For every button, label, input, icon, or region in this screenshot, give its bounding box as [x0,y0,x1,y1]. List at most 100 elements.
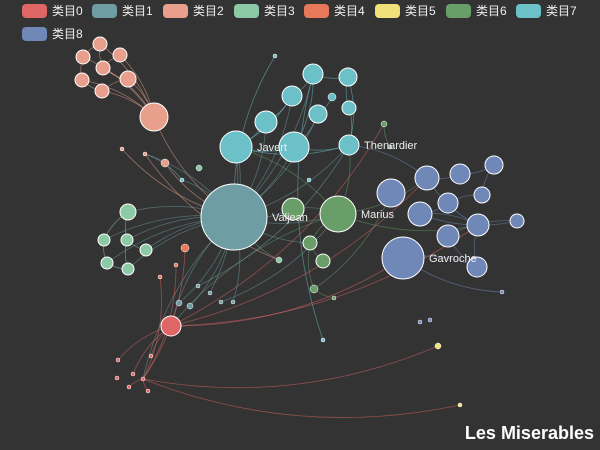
graph-node[interactable] [148,353,154,359]
graph-node[interactable] [145,388,151,394]
graph-node[interactable] [139,243,153,257]
legend-item-5[interactable]: 类目5 [375,4,436,18]
legend-item-0[interactable]: 类目0 [22,4,83,18]
graph-node[interactable] [315,253,331,269]
graph-node[interactable] [306,177,312,183]
legend-item-2[interactable]: 类目2 [163,4,224,18]
graph-node[interactable] [175,299,183,307]
graph-node[interactable] [302,235,318,251]
graph-node[interactable] [407,201,433,227]
graph-edge [142,345,439,389]
legend-item-6[interactable]: 类目6 [446,4,507,18]
graph-node[interactable] [97,233,111,247]
graph-node[interactable] [275,256,283,264]
graph-node[interactable] [457,402,463,408]
graph-node[interactable] [427,317,433,323]
legend-swatch [22,27,47,41]
graph-node[interactable] [436,224,460,248]
legend-swatch [304,4,329,18]
graph-node[interactable] [381,236,425,280]
graph-node[interactable] [142,151,148,157]
legend-item-1[interactable]: 类目1 [92,4,153,18]
graph-node[interactable] [173,262,179,268]
graph-node[interactable] [484,155,504,175]
graph-node[interactable] [75,49,91,65]
graph-node[interactable] [331,295,337,301]
node-labels: Valjean Javert Thenardier Marius Gavroche [257,140,477,265]
graph-node[interactable] [341,100,357,116]
graph-node[interactable] [376,178,406,208]
graph-node[interactable] [302,63,324,85]
legend-item-8[interactable]: 类目8 [22,27,83,41]
graph-node[interactable] [281,85,303,107]
graph-node[interactable] [218,299,224,305]
graph-node[interactable] [499,289,505,295]
graph-node[interactable] [121,262,135,276]
graph-node[interactable] [160,158,170,168]
graph-node[interactable] [200,183,268,251]
graph-node[interactable] [100,256,114,270]
graph-node[interactable] [112,47,128,63]
legend-label: 类目7 [546,4,577,18]
graph-node[interactable] [139,102,169,132]
graph-node[interactable] [254,110,278,134]
graph-node[interactable] [115,357,121,363]
graph-node[interactable] [320,337,326,343]
graph-node[interactable] [272,53,278,59]
graph-node[interactable] [509,213,525,229]
legend-label: 类目5 [405,4,436,18]
graph-node[interactable] [180,243,190,253]
graph-node[interactable] [195,283,201,289]
graph-node[interactable] [119,70,137,88]
graph-node[interactable] [338,134,360,156]
graph-node[interactable] [140,376,146,382]
legend-swatch [446,4,471,18]
graph-node[interactable] [95,60,111,76]
graph-node[interactable] [308,104,328,124]
legend-swatch [234,4,259,18]
graph-node[interactable] [195,164,203,172]
graph-node[interactable] [466,213,490,237]
graph-node[interactable] [437,192,459,214]
graph-node[interactable] [74,72,90,88]
graph-node[interactable] [130,371,136,377]
graph-node[interactable] [387,144,393,150]
graph-node[interactable] [417,319,423,325]
node-label: Thenardier [364,140,418,152]
legend-label: 类目3 [264,4,295,18]
graph-node[interactable] [120,233,134,247]
graph-node[interactable] [179,177,185,183]
graph-node[interactable] [466,256,488,278]
graph-node[interactable] [473,186,491,204]
graph-node[interactable] [230,299,236,305]
graph-node[interactable] [319,195,357,233]
graph-edge [170,257,404,327]
graph-node[interactable] [114,375,120,381]
graph-node[interactable] [160,315,182,337]
graph-edge [142,378,461,418]
graph-node[interactable] [380,120,388,128]
graph-node[interactable] [281,197,305,221]
graph-node[interactable] [186,302,194,310]
graph-node[interactable] [278,131,310,163]
graph-node[interactable] [126,384,132,390]
graph-node[interactable] [327,92,337,102]
graph-node[interactable] [414,165,440,191]
graph-node[interactable] [94,83,110,99]
graph-node[interactable] [119,146,125,152]
graph-edge [170,177,428,327]
graph-node[interactable] [219,130,253,164]
graph-node[interactable] [119,203,137,221]
graph-node[interactable] [434,342,442,350]
graph-node[interactable] [309,284,319,294]
graph-node[interactable] [207,290,213,296]
legend-item-3[interactable]: 类目3 [234,4,295,18]
legend-item-4[interactable]: 类目4 [304,4,365,18]
graph-node[interactable] [92,36,108,52]
legend-item-7[interactable]: 类目7 [516,4,577,18]
graph-node[interactable] [338,67,358,87]
graph-node[interactable] [449,163,471,185]
graph-node[interactable] [157,274,163,280]
legend-label: 类目8 [52,27,83,41]
